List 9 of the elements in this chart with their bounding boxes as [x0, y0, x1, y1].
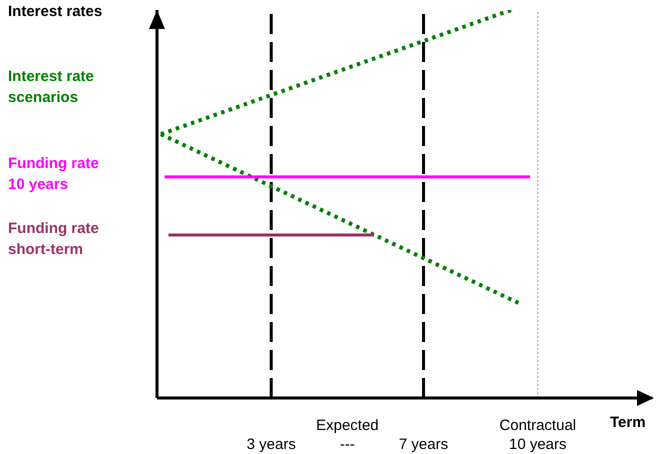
x-tick-label: 7 years — [398, 436, 448, 453]
x-tick-label: Expected --- — [316, 417, 379, 453]
x-tick-label: 3 years — [246, 436, 296, 453]
text: Interest rate scenarios — [8, 67, 95, 108]
x-axis-title: Term — [610, 414, 646, 431]
text: Funding rate 10 years — [8, 154, 100, 195]
text: Funding rate short-term — [8, 219, 100, 260]
y-axis-title: Interest rates — [8, 3, 102, 20]
x-tick-label: Contractual 10 years — [499, 417, 576, 453]
